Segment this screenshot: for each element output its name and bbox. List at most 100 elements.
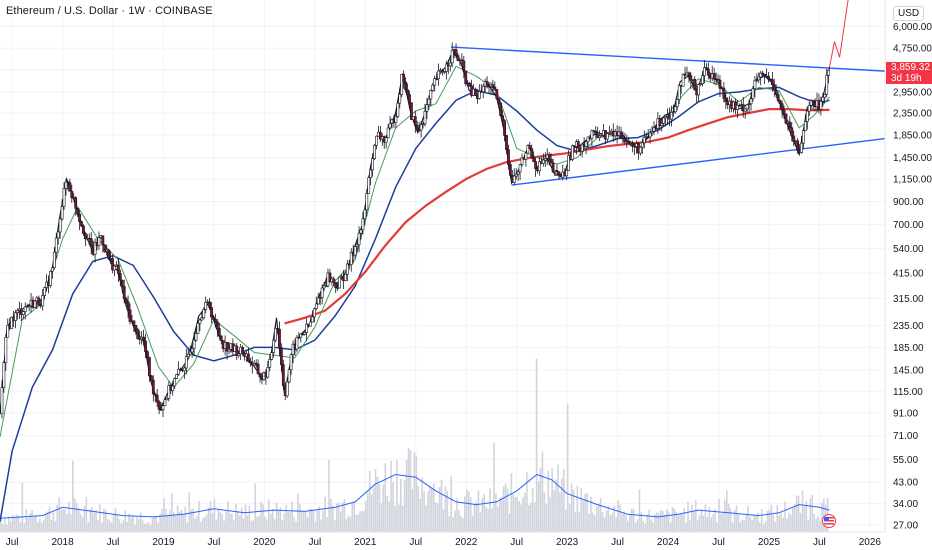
candle-body <box>741 104 745 112</box>
volume-bar <box>23 523 26 532</box>
candle-body <box>312 308 316 318</box>
candle-body <box>184 356 188 369</box>
candle-body <box>318 297 322 299</box>
candle-body <box>460 59 464 62</box>
candle-body <box>474 88 477 96</box>
volume-bar <box>489 488 491 532</box>
candle-body <box>332 278 336 283</box>
y-tick-label: 71.00 <box>893 431 918 442</box>
volume-bar <box>749 516 751 532</box>
candle-body <box>811 100 815 103</box>
candle-body <box>328 272 332 282</box>
volume-bar <box>438 487 441 532</box>
candle-body <box>821 96 825 102</box>
volume-bar <box>683 508 685 532</box>
volume-bar <box>799 512 802 532</box>
candle-body <box>50 267 54 272</box>
x-tick-label: Jul <box>611 537 624 548</box>
last-price-label: 3,859.32 3d 19h <box>886 62 932 84</box>
volume-bar <box>182 514 185 532</box>
volume-bar <box>566 403 569 532</box>
y-tick-label: 235.00 <box>893 321 924 332</box>
candle-body <box>419 124 423 131</box>
x-tick-label: Jul <box>107 537 120 548</box>
volume-bar <box>411 488 414 532</box>
volume-bar <box>469 497 472 532</box>
volume-bar <box>384 463 387 532</box>
candle-body <box>295 337 299 350</box>
candle-body <box>355 244 359 247</box>
volume-bar <box>627 520 629 532</box>
candle-body <box>485 81 489 87</box>
volume-bar <box>240 507 243 532</box>
moving-average-line <box>284 108 830 325</box>
volume-bar <box>70 514 72 532</box>
volume-bar <box>580 487 583 532</box>
candle-body <box>120 279 124 287</box>
currency-button[interactable]: USD <box>893 6 925 21</box>
volume-bar <box>306 516 309 532</box>
candle-body <box>212 316 215 320</box>
volume-bar <box>495 493 497 532</box>
volume-bar <box>640 512 643 532</box>
volume-bar <box>479 512 482 532</box>
volume-bar <box>345 519 348 532</box>
volume-bar <box>413 452 416 532</box>
candle-body <box>627 140 631 144</box>
x-tick-label: Jul <box>208 537 221 548</box>
volume-bar <box>444 486 447 532</box>
volume-bar <box>85 496 88 532</box>
volume-bar <box>766 510 769 532</box>
x-tick-label: 2023 <box>556 537 579 548</box>
us-flag-icon[interactable] <box>822 514 836 528</box>
x-tick-label: Jul <box>308 537 321 548</box>
volume-bar <box>308 509 311 532</box>
candle-body <box>43 287 47 296</box>
volume-bar <box>91 507 94 532</box>
x-tick-label: 2025 <box>758 537 781 548</box>
volume-bar <box>105 509 107 532</box>
candle-body <box>722 87 726 99</box>
volume-bar <box>473 504 476 532</box>
candle-body <box>526 145 530 154</box>
volume-bar <box>357 514 359 532</box>
volume-bar <box>81 516 84 532</box>
volume-bar <box>541 451 544 532</box>
candle-body <box>528 145 532 149</box>
candle-body <box>60 206 64 220</box>
candle-body <box>770 79 774 85</box>
volume-bar <box>788 512 790 532</box>
candle-body <box>508 164 512 176</box>
candle-body <box>297 336 301 339</box>
volume-bar <box>124 510 127 532</box>
volume-bar <box>39 518 41 532</box>
candle-body <box>532 156 536 162</box>
volume-bar <box>25 508 28 532</box>
volume-bar <box>656 512 658 532</box>
candle-body <box>225 342 229 352</box>
volume-bar <box>365 500 367 532</box>
volume-bar <box>642 521 645 532</box>
x-tick-label: Jul <box>510 537 523 548</box>
volume-bar <box>432 483 435 532</box>
candle-body <box>371 158 374 171</box>
candle-body <box>299 333 303 338</box>
volume-bar <box>636 519 639 532</box>
volume-bar <box>322 510 324 532</box>
volume-bar <box>312 510 315 532</box>
candle-body <box>415 125 419 131</box>
volume-bar <box>233 519 235 532</box>
volume-bar <box>13 517 16 532</box>
candle-body <box>456 55 460 61</box>
candle-body <box>396 102 400 117</box>
volume-bar <box>694 500 697 532</box>
candle-body <box>782 109 786 115</box>
volume-bar <box>190 509 192 532</box>
volume-bar <box>178 511 181 532</box>
volume-bar <box>141 520 144 532</box>
candle-body <box>590 130 594 139</box>
candle-body <box>524 152 528 160</box>
volume-bar <box>464 496 466 532</box>
candle-body <box>516 171 520 175</box>
